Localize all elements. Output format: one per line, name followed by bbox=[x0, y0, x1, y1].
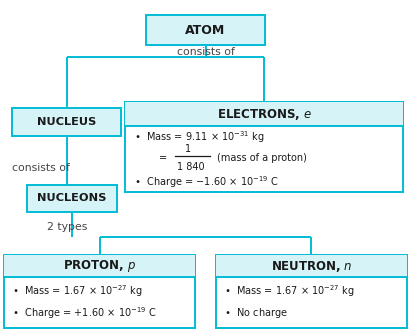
Text: 2 types: 2 types bbox=[47, 222, 88, 232]
FancyBboxPatch shape bbox=[146, 15, 265, 45]
Text: ATOM: ATOM bbox=[185, 24, 226, 37]
Text: $\bullet$  Mass = 9.11 $\times$ 10$^{-31}$ kg: $\bullet$ Mass = 9.11 $\times$ 10$^{-31}… bbox=[134, 130, 265, 145]
Text: PROTON, $\mathit{p}$: PROTON, $\mathit{p}$ bbox=[63, 258, 136, 274]
Text: (mass of a proton): (mass of a proton) bbox=[217, 153, 307, 163]
FancyBboxPatch shape bbox=[4, 255, 195, 328]
FancyBboxPatch shape bbox=[125, 102, 403, 126]
Text: consists of: consists of bbox=[12, 163, 70, 173]
Text: =: = bbox=[159, 153, 167, 163]
Text: $\bullet$  Charge = $+$1.60 $\times$ 10$^{-19}$ C: $\bullet$ Charge = $+$1.60 $\times$ 10$^… bbox=[12, 305, 157, 321]
Text: $\bullet$  Mass = 1.67 $\times$ 10$^{-27}$ kg: $\bullet$ Mass = 1.67 $\times$ 10$^{-27}… bbox=[12, 283, 143, 299]
FancyBboxPatch shape bbox=[216, 255, 407, 328]
FancyBboxPatch shape bbox=[4, 255, 195, 277]
Text: $\bullet$  Charge = $-$1.60 $\times$ 10$^{-19}$ C: $\bullet$ Charge = $-$1.60 $\times$ 10$^… bbox=[134, 174, 279, 190]
Text: $\bullet$  No charge: $\bullet$ No charge bbox=[224, 306, 288, 321]
Text: consists of: consists of bbox=[177, 47, 234, 57]
Text: NUCLEONS: NUCLEONS bbox=[37, 193, 106, 203]
FancyBboxPatch shape bbox=[125, 102, 403, 192]
Text: NUCLEUS: NUCLEUS bbox=[37, 117, 97, 127]
Text: 1 840: 1 840 bbox=[177, 162, 205, 172]
Text: 1: 1 bbox=[185, 144, 191, 154]
Text: $\bullet$  Mass = 1.67 $\times$ 10$^{-27}$ kg: $\bullet$ Mass = 1.67 $\times$ 10$^{-27}… bbox=[224, 283, 355, 299]
Text: ELECTRONS, $\mathit{e}$: ELECTRONS, $\mathit{e}$ bbox=[217, 107, 312, 122]
FancyBboxPatch shape bbox=[12, 108, 121, 136]
Text: NEUTRON, $\mathit{n}$: NEUTRON, $\mathit{n}$ bbox=[270, 259, 352, 274]
FancyBboxPatch shape bbox=[27, 185, 117, 212]
FancyBboxPatch shape bbox=[216, 255, 407, 277]
